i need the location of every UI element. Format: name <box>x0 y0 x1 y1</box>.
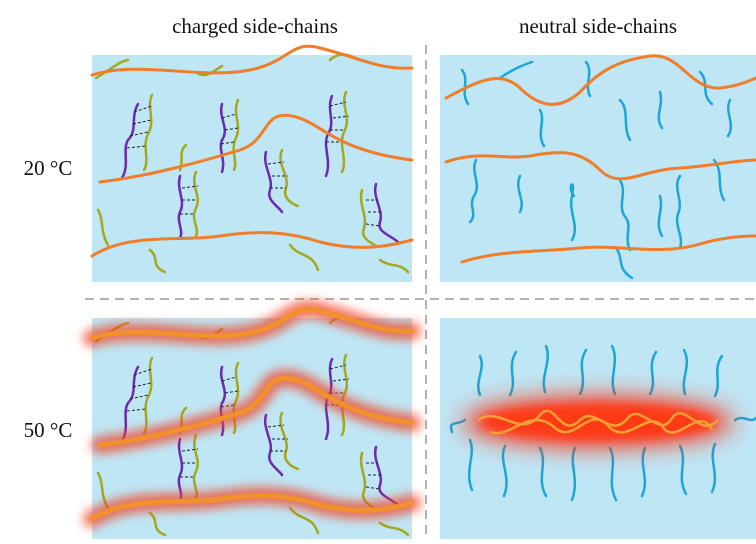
column-header: charged side-chains <box>172 14 338 38</box>
panel-neutral-20 <box>440 54 756 282</box>
panel-charged-50 <box>92 309 412 539</box>
row-label: 50 °C <box>24 418 73 442</box>
panel-neutral-50 <box>440 318 756 539</box>
row-label: 20 °C <box>24 156 73 180</box>
column-header: neutral side-chains <box>519 14 677 38</box>
panel-charged-20 <box>90 44 414 282</box>
